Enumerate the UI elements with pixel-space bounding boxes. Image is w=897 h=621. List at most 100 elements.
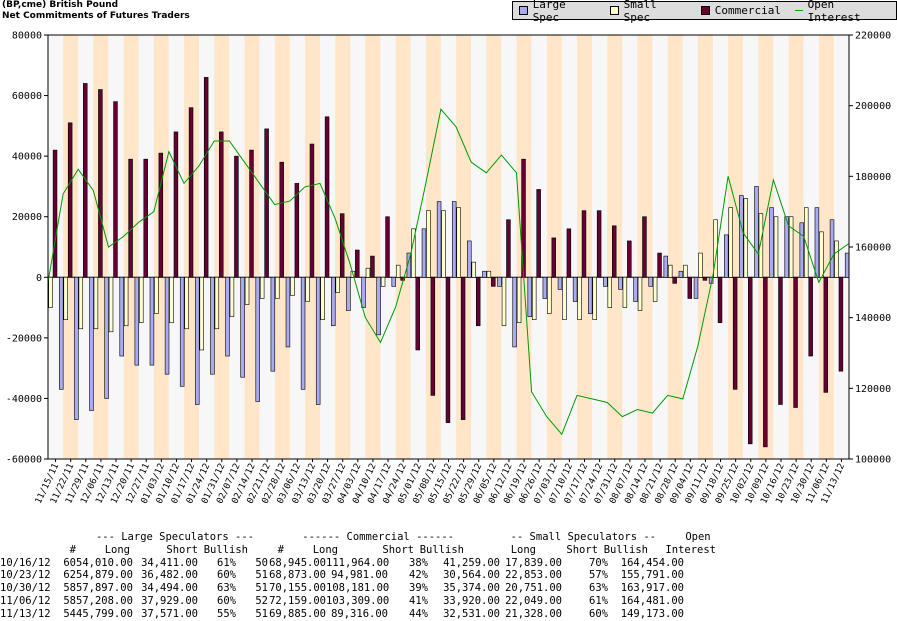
table-cell: 10/30/12 [0,582,58,595]
bar-small-spec [819,232,823,277]
bar-large-spec [452,202,456,278]
bar-large-spec [739,196,743,278]
y-left-tick-label: 0 [36,273,42,284]
bar-large-spec [543,277,547,298]
table-cell: 54,879.00 [76,569,130,582]
table-cell: Short [130,544,198,557]
bar-small-spec [260,277,264,298]
y-right-tick-label: 140000 [855,313,891,324]
y-left-tick-label: 20000 [12,212,42,223]
bar-small-spec [381,277,385,286]
legend-swatch-large-spec [519,6,528,15]
bar-small-spec [170,277,174,322]
table-cell: # [60,544,76,557]
bar-large-spec [770,208,774,278]
table-cell: 36,482.00 [130,569,198,582]
bar-commercial [718,277,722,322]
table-cell: 60 [58,557,76,570]
table-cell: 42% [388,569,428,582]
table-cell: 10/23/12 [0,569,58,582]
bar-commercial [597,211,601,278]
bar-small-spec [215,277,219,328]
table-cell: -- Small Speculators -- [478,531,656,544]
bar-small-spec [699,253,703,277]
table-cell: 57% [562,569,608,582]
table-cell: # [268,544,284,557]
bar-small-spec [290,277,294,295]
bar-small-spec [729,208,733,278]
bar-large-spec [271,277,275,371]
bar-small-spec [563,277,567,319]
bar-large-spec [724,235,728,277]
y-right-tick-label: 180000 [855,172,891,183]
table-cell: Long [76,544,130,557]
bar-commercial [673,277,677,283]
bar-commercial [779,277,783,404]
bar-commercial [763,277,767,447]
bar-small-spec [593,277,597,319]
bar-small-spec [154,277,158,313]
bar-small-spec [230,277,234,316]
table-cell: 68,873.00 [268,569,326,582]
week-band [471,35,486,459]
table-cell: 62 [58,569,76,582]
bar-large-spec [105,277,109,398]
bar-large-spec [150,277,154,365]
bar-commercial [688,277,692,298]
bar-commercial [234,156,238,277]
table-cell: 60% [198,595,236,608]
bar-large-spec [694,277,698,298]
bar-large-spec [845,253,849,277]
legend-label-large-spec: Large Spec [533,0,596,24]
y-left-tick-label: -20000 [6,333,42,344]
week-band [365,35,380,459]
y-right-tick-label: 100000 [855,455,891,466]
table-cell: Open [676,531,720,544]
bar-large-spec [679,271,683,277]
table-cell: 61% [562,595,608,608]
bar-large-spec [165,277,169,374]
legend-label-commercial: Commercial [715,4,781,17]
week-band [683,35,698,459]
legend-line-open-interest [795,10,803,11]
table-cell: 164,481.00 [608,595,684,608]
legend-item-open-interest: Open Interest [795,0,890,24]
bar-large-spec [362,277,366,307]
bar-large-spec [664,256,668,277]
table-cell: 30,564.00 [428,569,500,582]
bar-small-spec [668,265,672,277]
table-cell: Long [464,544,536,557]
table-cell: Long [284,544,338,557]
table-cell: 41% [388,595,428,608]
bar-commercial [839,277,843,371]
bar-large-spec [135,277,139,365]
table-cell: 61% [198,557,236,570]
bar-small-spec [502,277,506,325]
bar-small-spec [109,277,113,332]
y-right-tick-label: 120000 [855,384,891,395]
table-cell: 63% [198,582,236,595]
bar-small-spec [789,217,793,278]
bar-commercial [643,217,647,278]
table-cell: 38% [388,557,428,570]
table-cell: 51 [248,569,268,582]
bar-small-spec [608,277,612,307]
bar-small-spec [653,277,657,301]
bar-commercial [476,277,480,325]
y-right-tick-label: 220000 [855,31,891,42]
bar-large-spec [437,202,441,278]
bar-commercial [280,162,284,277]
bar-large-spec [346,277,350,310]
bar-small-spec [835,241,839,277]
bar-commercial [658,253,662,277]
week-band [396,35,411,459]
bar-commercial [794,277,798,407]
y-left-tick-label: 80000 [12,31,42,42]
bar-commercial [250,150,254,277]
y-left-tick-label: -40000 [6,394,42,405]
bar-large-spec [377,277,381,335]
y-right-tick-label: 160000 [855,243,891,254]
